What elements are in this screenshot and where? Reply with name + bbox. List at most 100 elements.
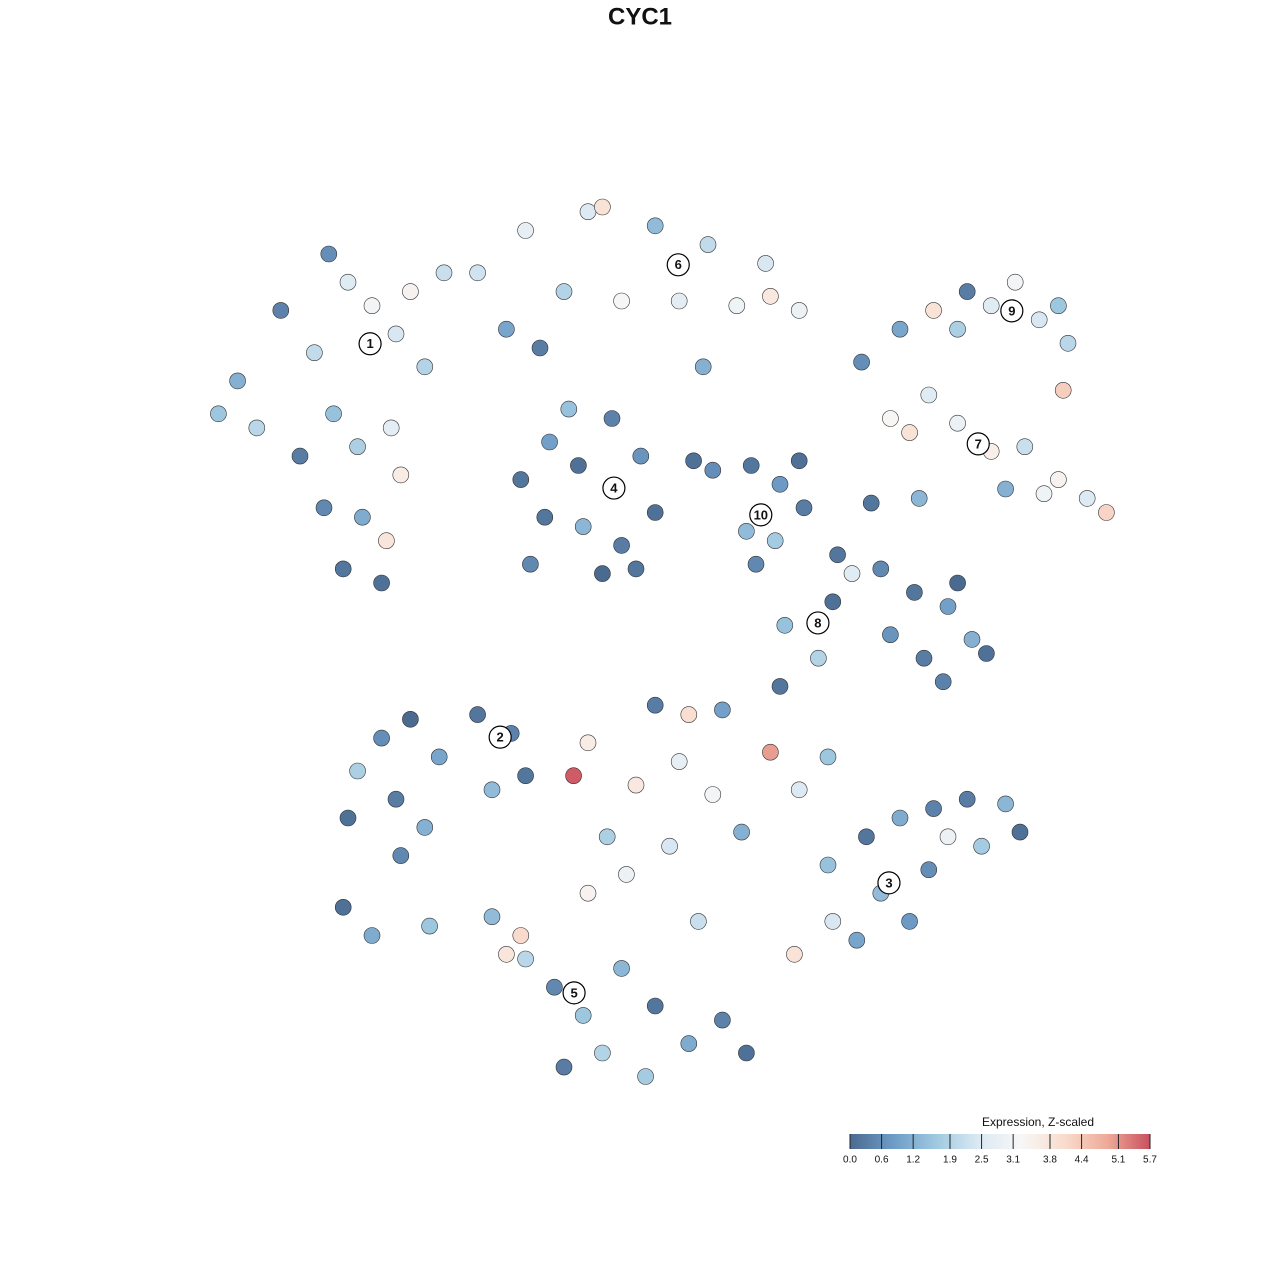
colorbar-bar [850, 1134, 1150, 1149]
point [603, 410, 621, 427]
point [1035, 485, 1053, 503]
point [354, 508, 371, 526]
colorbar-tick-label: 5.1 [1111, 1155, 1125, 1166]
point [627, 560, 645, 578]
cluster-label: 4 [610, 480, 618, 495]
point [1016, 438, 1034, 456]
point [925, 302, 942, 319]
point [469, 264, 486, 282]
point [694, 358, 712, 376]
point [920, 386, 938, 404]
point [1050, 297, 1067, 315]
point [997, 480, 1014, 498]
point [512, 927, 530, 944]
point [613, 960, 630, 977]
point [690, 913, 707, 930]
point [373, 729, 390, 747]
point [901, 913, 918, 930]
point [430, 748, 448, 766]
point [872, 560, 890, 578]
point [949, 414, 966, 432]
point [512, 471, 530, 488]
point [661, 837, 678, 855]
cluster-labels: 1 2 3 4 5 6 7 8 9 10 [358, 253, 1024, 1005]
point [363, 297, 381, 315]
point [291, 447, 309, 465]
point [565, 767, 582, 785]
point [320, 245, 338, 263]
point [570, 457, 587, 474]
point [531, 339, 549, 357]
point [1078, 490, 1096, 507]
colorbar: Expression, Z-scaled 0.0 0.6 1.2 1.9 2.5 3.1 3… [843, 1115, 1157, 1165]
point [1011, 823, 1029, 841]
point [910, 490, 928, 507]
point [613, 292, 630, 310]
point [728, 297, 746, 315]
colorbar-tick-label: 0.6 [875, 1155, 889, 1166]
point [757, 255, 774, 272]
cluster-badge [562, 981, 586, 1005]
point [483, 908, 501, 926]
cluster-badge [666, 253, 690, 277]
cluster-label: 7 [975, 436, 982, 451]
point [891, 809, 909, 827]
point [555, 1058, 573, 1076]
point [334, 898, 352, 916]
point [517, 767, 534, 785]
point [373, 574, 390, 592]
point [766, 532, 784, 550]
cluster-label: 10 [754, 507, 768, 522]
point [546, 978, 563, 996]
colorbar-tick-label: 2.5 [975, 1155, 989, 1166]
point [704, 461, 722, 479]
cluster-badge [749, 503, 773, 527]
point [973, 837, 990, 855]
point [402, 710, 419, 728]
point [598, 828, 616, 846]
point [949, 574, 966, 592]
point [747, 555, 765, 573]
point [382, 419, 400, 437]
point [920, 861, 938, 879]
point [579, 884, 597, 902]
point [334, 560, 352, 578]
point [790, 302, 808, 319]
point [795, 499, 813, 517]
point [891, 320, 909, 338]
point [939, 598, 957, 615]
colorbar-title: Expression, Z-scaled [982, 1115, 1094, 1129]
point [925, 800, 942, 817]
point [982, 297, 1000, 315]
point [421, 917, 438, 935]
point [229, 372, 246, 390]
point [536, 508, 554, 526]
point [632, 447, 650, 465]
point [934, 673, 952, 691]
point [704, 786, 722, 803]
point [670, 292, 688, 310]
cluster-label: 9 [1008, 303, 1015, 318]
point [963, 631, 981, 648]
point [646, 504, 664, 521]
cluster-label: 2 [497, 730, 504, 745]
point [646, 217, 664, 235]
point [272, 302, 290, 319]
colorbar-tick-label: 0.0 [843, 1155, 857, 1166]
cluster-label: 8 [814, 615, 821, 630]
point [714, 1011, 731, 1029]
point [776, 616, 794, 634]
point [1054, 381, 1072, 399]
point [637, 1068, 654, 1085]
cluster-badge [806, 611, 830, 635]
point [1059, 334, 1077, 352]
point [392, 466, 410, 484]
point [848, 931, 866, 949]
point [762, 287, 779, 305]
point [594, 198, 611, 216]
point [853, 353, 870, 371]
point [771, 678, 789, 695]
point [733, 823, 750, 841]
point [402, 283, 419, 300]
